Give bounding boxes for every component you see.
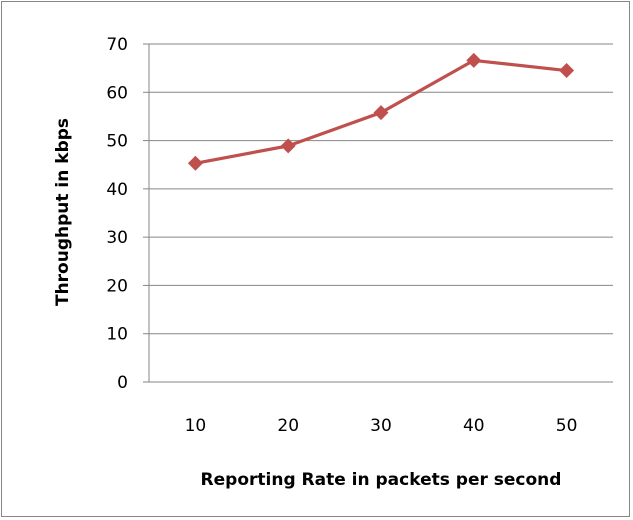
x-axis-title: Reporting Rate in packets per second <box>201 470 562 490</box>
data-point-marker <box>466 52 482 68</box>
data-point-marker <box>280 138 296 154</box>
data-point-marker <box>559 63 575 79</box>
data-point-marker <box>373 105 389 121</box>
x-tick-label: 50 <box>556 416 578 436</box>
gridlines <box>149 43 613 335</box>
x-axis-tick-labels: 10 20 30 40 50 <box>185 416 578 436</box>
x-tick-label: 10 <box>185 416 207 436</box>
y-tick-label: 40 <box>106 180 128 200</box>
x-tick-label: 40 <box>463 416 485 436</box>
y-tick-label: 10 <box>106 325 128 345</box>
series-throughput <box>187 52 575 171</box>
x-tick-label: 20 <box>277 416 299 436</box>
x-tick-label: 30 <box>370 416 392 436</box>
y-tick-label: 70 <box>106 35 128 55</box>
data-point-marker <box>187 155 203 171</box>
y-tick-label: 60 <box>106 83 128 103</box>
y-tick-label: 50 <box>106 132 128 152</box>
y-axis-tick-labels: 0 10 20 30 40 50 60 70 <box>106 35 128 393</box>
y-tick-label: 20 <box>106 276 128 296</box>
y-tick-label: 0 <box>117 373 128 393</box>
y-tick-label: 30 <box>106 228 128 248</box>
axes <box>143 43 613 383</box>
y-axis-title: Throughput in kbps <box>53 118 73 306</box>
